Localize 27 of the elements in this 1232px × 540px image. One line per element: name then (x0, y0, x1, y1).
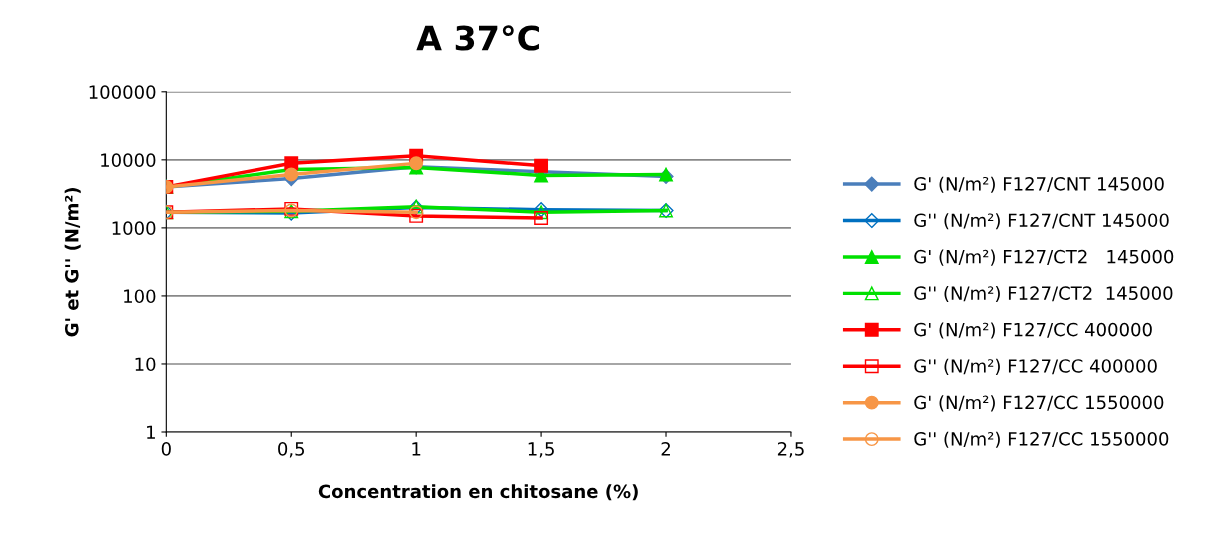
y-tick-label: 1 (147, 425, 155, 439)
point (284, 167, 299, 182)
y-tick-label: 100000 (89, 85, 156, 99)
x-tick-label: 1,5 (528, 442, 554, 458)
legend-label: G' (N/m²) F127/CT2 145000 (914, 249, 1174, 266)
point (409, 156, 424, 171)
point (534, 158, 549, 173)
y-tick-label: 10 (135, 357, 156, 372)
legend-label: G'' (N/m²) F127/CC 400000 (914, 358, 1157, 375)
x-tick-label: 1 (412, 442, 421, 456)
y-tick-label: 10000 (101, 153, 156, 167)
legend-label: G' (N/m²) F127/CC 1550000 (914, 395, 1164, 412)
y-axis-title: G' et G'' (N/m²) (64, 188, 81, 337)
x-tick-label: 0 (161, 442, 171, 456)
y-tick-label: 100 (124, 289, 156, 304)
x-tick-label: 2,5 (777, 442, 804, 458)
x-axis-title: Concentration en chitosane (%) (318, 484, 638, 501)
x-tick-label: 2 (661, 442, 670, 456)
y-tick-label: 1000 (112, 221, 156, 235)
legend-label: G'' (N/m²) F127/CNT 145000 (914, 213, 1169, 230)
legend-label: G'' (N/m²) F127/CT2 145000 (914, 286, 1173, 303)
chart-title: A 37°C (416, 25, 539, 51)
point (534, 210, 549, 225)
legend-label: G'' (N/m²) F127/CC 1550000 (914, 431, 1169, 448)
legend-label: G' (N/m²) F127/CNT 145000 (914, 176, 1164, 193)
legend-label: G' (N/m²) F127/CC 400000 (914, 322, 1152, 339)
x-tick-label: 0,5 (278, 442, 305, 458)
